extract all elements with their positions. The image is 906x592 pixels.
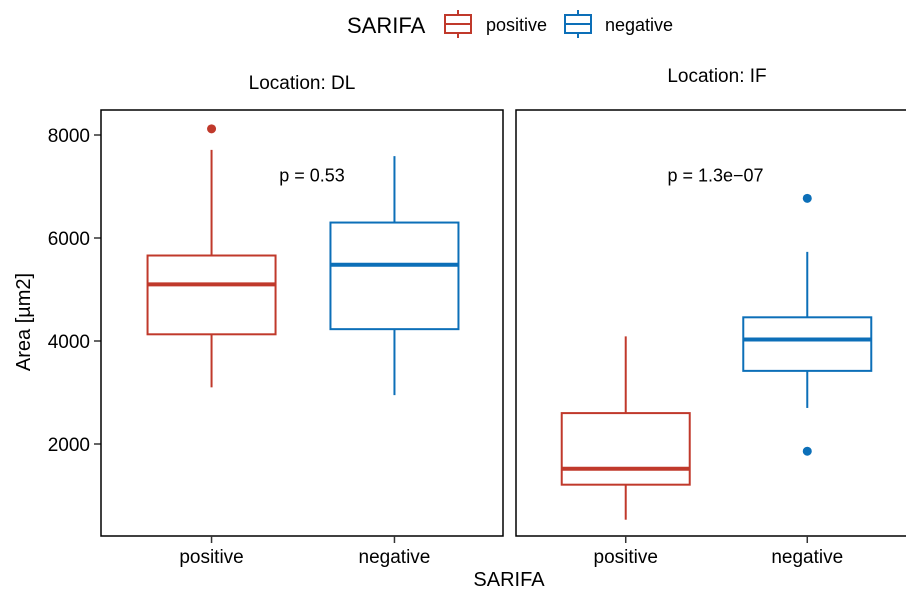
y-axis-title: Area [µm2] xyxy=(13,273,35,371)
box-positive xyxy=(560,336,691,520)
legend-key-negative xyxy=(564,10,592,38)
y-tick-label: 2000 xyxy=(48,435,90,456)
x-axis-title: SARIFA xyxy=(473,569,545,591)
legend-label-negative: negative xyxy=(605,15,673,35)
facet-label-dl: Location: DL xyxy=(249,73,356,94)
legend-title: SARIFA xyxy=(347,13,426,38)
legend-key-positive xyxy=(444,10,472,38)
legend-label-positive: positive xyxy=(486,15,547,35)
box-positive xyxy=(146,124,277,388)
x-tick-label: negative xyxy=(771,547,843,568)
outlier-point xyxy=(207,124,217,134)
x-tick-label: positive xyxy=(179,547,243,568)
p-value-dl: p = 0.53 xyxy=(279,165,345,185)
panel-dl xyxy=(100,109,504,537)
iqr-box xyxy=(560,412,691,486)
facet-label-if: Location: IF xyxy=(667,66,766,87)
y-tick-label: 6000 xyxy=(48,229,90,250)
iqr-box xyxy=(742,316,873,372)
p-value-if: p = 1.3e−07 xyxy=(667,165,763,185)
y-axis: 2000 4000 6000 8000 xyxy=(48,126,101,456)
outlier-point xyxy=(802,193,812,203)
x-tick-label: negative xyxy=(359,547,431,568)
x-axis: positive negative positive negative xyxy=(179,536,843,568)
box-negative xyxy=(742,193,873,456)
iqr-box xyxy=(329,221,460,331)
panel-if xyxy=(515,109,906,537)
x-tick-label: positive xyxy=(594,547,658,568)
outlier-point xyxy=(802,446,812,456)
box-negative xyxy=(329,156,460,396)
iqr-box xyxy=(146,254,277,336)
y-tick-label: 8000 xyxy=(48,126,90,147)
y-tick-label: 4000 xyxy=(48,332,90,353)
legend: SARIFA positive negative xyxy=(347,10,673,38)
